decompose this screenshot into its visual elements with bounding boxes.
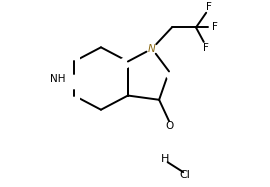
Text: H: H: [161, 154, 170, 164]
Text: F: F: [212, 22, 218, 33]
Text: F: F: [206, 2, 212, 12]
Text: F: F: [203, 43, 209, 53]
Text: Cl: Cl: [179, 170, 190, 180]
Text: O: O: [165, 121, 173, 131]
Text: N: N: [148, 44, 156, 54]
Text: NH: NH: [50, 73, 65, 84]
